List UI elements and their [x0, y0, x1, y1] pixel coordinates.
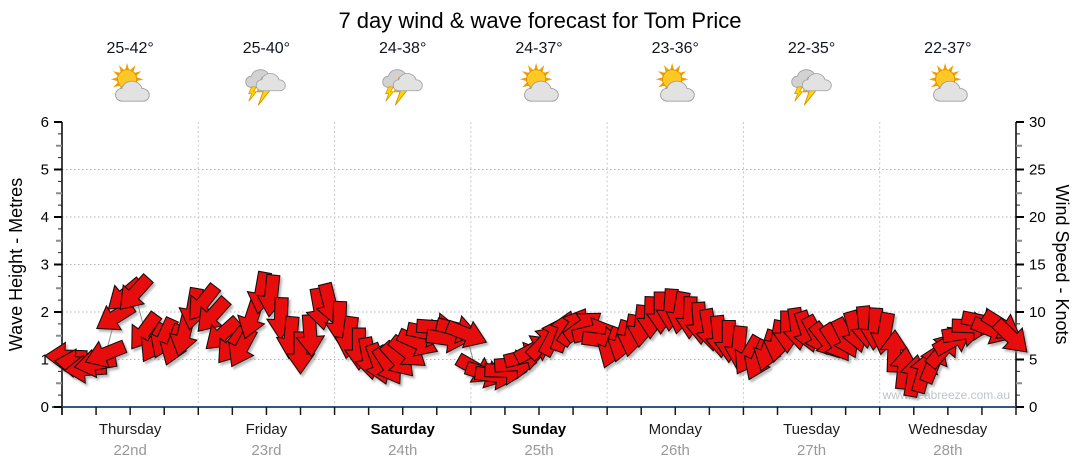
day-header-friday: 25-40° — [198, 40, 334, 118]
wind-arrow-group — [43, 270, 1028, 399]
day-name-label: Wednesday — [908, 421, 988, 438]
weather-icon-partly-cloudy — [519, 62, 559, 102]
day-footer-thursday: Thursday 22nd — [62, 420, 198, 461]
weather-icon-thunderstorm — [245, 69, 287, 106]
wind-arrow — [205, 314, 243, 350]
temperature-range: 22-37° — [924, 40, 972, 57]
temperature-range: 24-38° — [379, 40, 427, 57]
day-footer-friday: Friday 23rd — [198, 420, 334, 461]
wind-arrow — [285, 331, 316, 375]
day-date-label: 23rd — [251, 442, 282, 459]
weather-icon-partly-cloudy — [928, 62, 968, 102]
day-name-label: Monday — [648, 421, 702, 438]
temperature-range: 25-42° — [106, 40, 154, 57]
wind-arrow — [295, 313, 326, 358]
left-axis-title: Wave Height - Metres — [6, 178, 26, 351]
day-header-tuesday: 22-35° — [743, 40, 879, 118]
temperature-range: 25-40° — [242, 40, 291, 57]
temperature-range: 22-35° — [787, 40, 836, 57]
day-name-label: Friday — [245, 421, 288, 438]
day-header-thursday: 25-42° — [62, 40, 198, 118]
weather-icon-thunderstorm — [790, 69, 832, 106]
temperature-range: 24-37° — [515, 40, 563, 57]
day-name-label: Saturday — [370, 421, 435, 438]
day-footer-sunday: Sunday 25th — [471, 420, 607, 461]
left-axis-tick-label: 4 — [41, 209, 49, 226]
day-date-label: 25th — [524, 442, 554, 459]
page-title: 7 day wind & wave forecast for Tom Price — [338, 8, 742, 33]
day-name-label: Thursday — [98, 421, 162, 438]
day-date-label: 28th — [933, 442, 963, 459]
watermark: www.seabreeze.com.au — [882, 388, 1010, 402]
right-axis-tick-label: 15 — [1029, 257, 1046, 274]
left-axis-tick-label: 1 — [41, 352, 49, 369]
day-header-wednesday: 22-37° — [880, 40, 1016, 118]
wind-arrow — [197, 294, 232, 332]
day-name-label: Sunday — [511, 421, 567, 438]
day-name-label: Tuesday — [783, 421, 841, 438]
weather-icon-partly-cloudy — [656, 62, 695, 102]
wind-arrow — [119, 273, 154, 311]
day-footer-wednesday: Wednesday 28th — [880, 420, 1016, 461]
wind-arrow — [444, 319, 488, 349]
wind-arrow — [991, 317, 1028, 353]
day-header-monday: 23-36° — [607, 40, 743, 118]
right-axis-tick-label: 5 — [1029, 352, 1037, 369]
right-axis-tick-label: 30 — [1029, 114, 1046, 131]
day-date-label: 26th — [660, 442, 690, 459]
wind-arrow — [189, 281, 222, 321]
left-axis-tick-label: 0 — [41, 399, 49, 416]
day-date-label: 22nd — [113, 442, 147, 459]
left-axis-tick-label: 2 — [41, 304, 49, 321]
right-axis-tick-label: 20 — [1029, 209, 1046, 226]
right-axis-title: Wind Speed - Knots — [1052, 184, 1072, 344]
day-date-label: 24th — [388, 442, 418, 459]
wind-arrow — [84, 339, 128, 369]
right-axis-tick-label: 25 — [1029, 162, 1046, 179]
left-axis-tick-label: 3 — [41, 257, 49, 274]
day-header-sunday: 24-37° — [471, 40, 607, 118]
left-axis-tick-label: 5 — [41, 162, 49, 179]
weather-icon-thunderstorm — [382, 69, 423, 106]
day-footer-tuesday: Tuesday 27th — [743, 420, 879, 461]
weather-icon-partly-cloudy — [110, 62, 150, 102]
day-date-label: 27th — [796, 442, 827, 459]
day-header-saturday: 24-38° — [335, 40, 471, 118]
day-footer-saturday: Saturday 24th — [335, 420, 471, 461]
temperature-range: 23-36° — [651, 40, 699, 57]
right-axis-tick-label: 10 — [1029, 304, 1046, 321]
left-axis-tick-label: 6 — [41, 114, 49, 131]
day-footer-monday: Monday 26th — [607, 420, 743, 461]
right-axis-tick-label: 0 — [1029, 399, 1037, 416]
